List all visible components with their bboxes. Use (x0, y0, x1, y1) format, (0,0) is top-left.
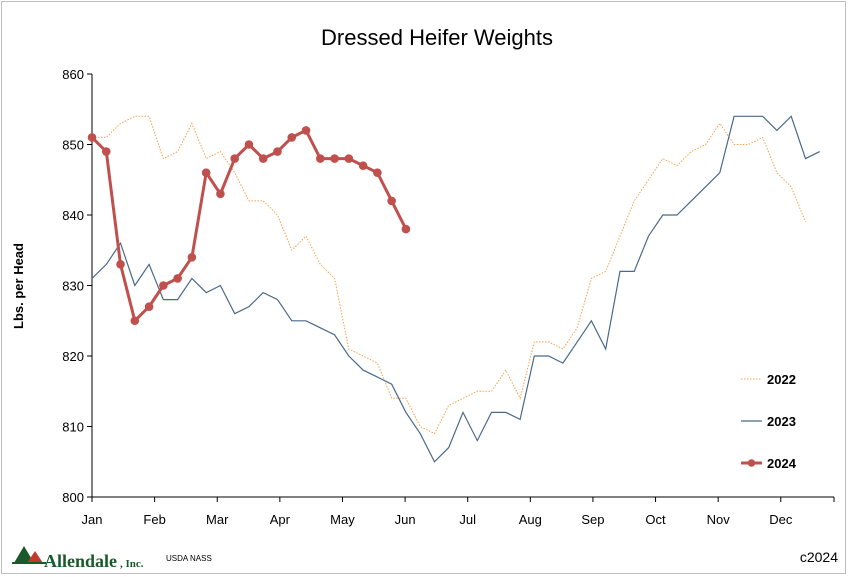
series-point-2024 (130, 316, 140, 326)
series-point-2024 (387, 196, 396, 206)
series-point-2024 (173, 274, 182, 283)
series-point-2024 (273, 147, 282, 156)
series-point-2024 (244, 140, 254, 149)
x-tick-label: Oct (645, 512, 666, 527)
y-tick-label: 850 (62, 138, 84, 153)
series-point-2024 (101, 147, 111, 156)
series-point-2024 (401, 224, 411, 234)
series-point-2024 (144, 302, 154, 311)
series-line-2022 (92, 115, 806, 435)
x-tick-label: Apr (270, 512, 291, 527)
x-tick-label: Aug (519, 512, 542, 527)
series-point-2024 (373, 168, 382, 177)
x-tick-label: Jul (459, 512, 476, 527)
series-point-2024 (87, 133, 97, 142)
axes: 800 810 820 830 840 850 860 Jan Feb Mar Apr May Jun J… (62, 67, 835, 527)
legend-label-2024: 2024 (767, 456, 797, 471)
x-tick-label: Sep (581, 512, 604, 527)
y-tick-label: 820 (62, 349, 84, 364)
series-point-2024 (230, 154, 239, 163)
series-point-2024 (216, 189, 225, 199)
x-tick-label: Dec (769, 512, 793, 527)
y-axis-label: Lbs. per Head (11, 243, 26, 329)
x-tick-label: Jan (82, 512, 103, 527)
chart-title: Dressed Heifer Weights (321, 25, 553, 50)
x-tick-label: Nov (707, 512, 731, 527)
legend: 2022 2023 2024 (741, 372, 797, 471)
series-point-2024 (201, 168, 211, 177)
x-tick-label: Feb (143, 512, 165, 527)
series-line-2023 (91, 115, 820, 463)
y-tick-label: 830 (62, 279, 84, 294)
copyright-label: c2024 (800, 549, 838, 565)
series-point-2024 (316, 154, 325, 163)
legend-marker-2024 (747, 459, 756, 467)
series-point-2024 (301, 126, 311, 135)
series-point-2024 (187, 252, 197, 262)
legend-label-2023: 2023 (767, 414, 796, 429)
series-point-2024 (116, 260, 125, 269)
allendale-logo-mark (12, 546, 46, 564)
series-point-2024 (287, 133, 297, 142)
series-point-2024 (258, 154, 268, 163)
series-point-2024 (358, 161, 368, 170)
source-label: USDA NASS (166, 554, 212, 563)
x-tick-label: Mar (206, 512, 229, 527)
legend-label-2022: 2022 (767, 372, 796, 387)
y-tick-label: 800 (62, 490, 84, 505)
y-tick-label: 860 (62, 67, 84, 82)
series-layer (87, 115, 820, 463)
logo-inc: , Inc. (120, 558, 144, 570)
y-tick-label: 810 (62, 420, 84, 435)
allendale-logo: Allendale , Inc. (12, 546, 144, 571)
series-point-2024 (159, 281, 168, 290)
logo-text: Allendale (44, 551, 117, 571)
series-point-2024 (344, 154, 354, 163)
y-tick-label: 840 (62, 208, 84, 223)
series-point-2024 (330, 154, 339, 163)
x-tick-label: May (330, 512, 355, 527)
series-line-2024 (90, 128, 408, 323)
x-tick-label: Jun (395, 512, 416, 527)
